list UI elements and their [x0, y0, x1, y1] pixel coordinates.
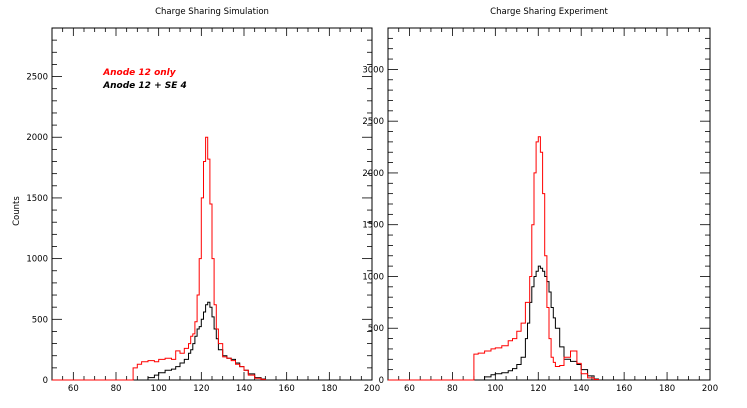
y-tick-label: 1000 — [362, 272, 384, 282]
series-line — [388, 136, 599, 381]
series-line — [52, 301, 266, 381]
y-tick-label: 1500 — [362, 221, 384, 231]
x-tick-label: 180 — [321, 384, 337, 394]
x-tick-label: 80 — [447, 384, 458, 394]
x-tick-label: 200 — [702, 384, 718, 394]
x-tick-label: 120 — [530, 384, 546, 394]
x-tick-label: 60 — [404, 384, 415, 394]
x-tick-label: 200 — [364, 384, 380, 394]
y-tick-label: 500 — [368, 324, 384, 334]
x-tick-label: 120 — [193, 384, 209, 394]
y-tick-label: 2000 — [26, 133, 48, 143]
legend-entry-anode-12-se-4: Anode 12 + SE 4 — [102, 81, 187, 91]
experiment-panel: Charge Sharing Experiment 60 80 100 120 140 1… — [362, 7, 718, 394]
x-tick-label: 160 — [616, 384, 632, 394]
series-line — [388, 265, 599, 381]
y-tick-label: 0 — [43, 376, 48, 386]
y-tick-label: 1000 — [26, 255, 48, 265]
series-line — [52, 136, 266, 381]
x-tick-label: 100 — [151, 384, 167, 394]
y-tick-label: 3000 — [362, 65, 384, 75]
x-tick-label: 180 — [659, 384, 675, 394]
x-tick-label: 140 — [236, 384, 252, 394]
chart-title-simulation: Charge Sharing Simulation — [155, 7, 269, 17]
chart-title-experiment: Charge Sharing Experiment — [490, 7, 608, 17]
x-tick-label: 100 — [487, 384, 503, 394]
legend-entry-anode-12-only: Anode 12 only — [102, 68, 177, 78]
y-tick-label: 2500 — [362, 117, 384, 127]
y-tick-label: 2500 — [26, 73, 48, 83]
y-axis-label: Counts — [12, 196, 22, 226]
y-tick-label: 2000 — [362, 169, 384, 179]
x-tick-label: 60 — [68, 384, 79, 394]
y-tick-label: 500 — [32, 315, 48, 325]
x-tick-label: 140 — [573, 384, 589, 394]
simulation-panel: Charge Sharing Simulation Counts 60 80 100… — [12, 7, 380, 394]
y-tick-label: 0 — [379, 376, 384, 386]
y-tick-label: 1500 — [26, 194, 48, 204]
x-tick-label: 80 — [111, 384, 122, 394]
x-tick-label: 160 — [279, 384, 295, 394]
